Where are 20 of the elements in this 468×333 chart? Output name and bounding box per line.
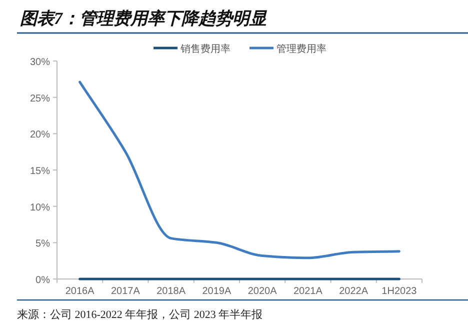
- x-tick-label: 2018A: [156, 286, 186, 297]
- line-series: [78, 80, 400, 260]
- x-tick-label: 2017A: [110, 286, 140, 297]
- y-tick-label: 15%: [30, 166, 50, 177]
- x-tick-label: 2021A: [293, 286, 323, 297]
- y-tick-label: 10%: [30, 202, 50, 214]
- y-tick-label: 25%: [30, 93, 50, 104]
- x-tick-label: 2020A: [248, 286, 278, 297]
- x-tick-label: 2019A: [202, 286, 232, 297]
- y-tick-label: 5%: [36, 238, 50, 250]
- title: 图表7：管理费用率下降趋势明显: [20, 9, 266, 28]
- x-tick-label: 2016A: [65, 286, 95, 297]
- y-tick-label: 20%: [30, 130, 50, 141]
- x-tick-label: 2022A: [339, 286, 368, 297]
- y-tick-label: 0%: [36, 275, 50, 286]
- x-tick-label: 1H2023: [382, 286, 418, 297]
- legend-label: 管理费用率: [276, 43, 326, 55]
- y-tick-label: 30%: [30, 57, 50, 68]
- source-note: 来源：公司 2016-2022 年年报，公司 2023 年半年报: [17, 308, 263, 321]
- legend-label: 销售费用率: [180, 43, 230, 55]
